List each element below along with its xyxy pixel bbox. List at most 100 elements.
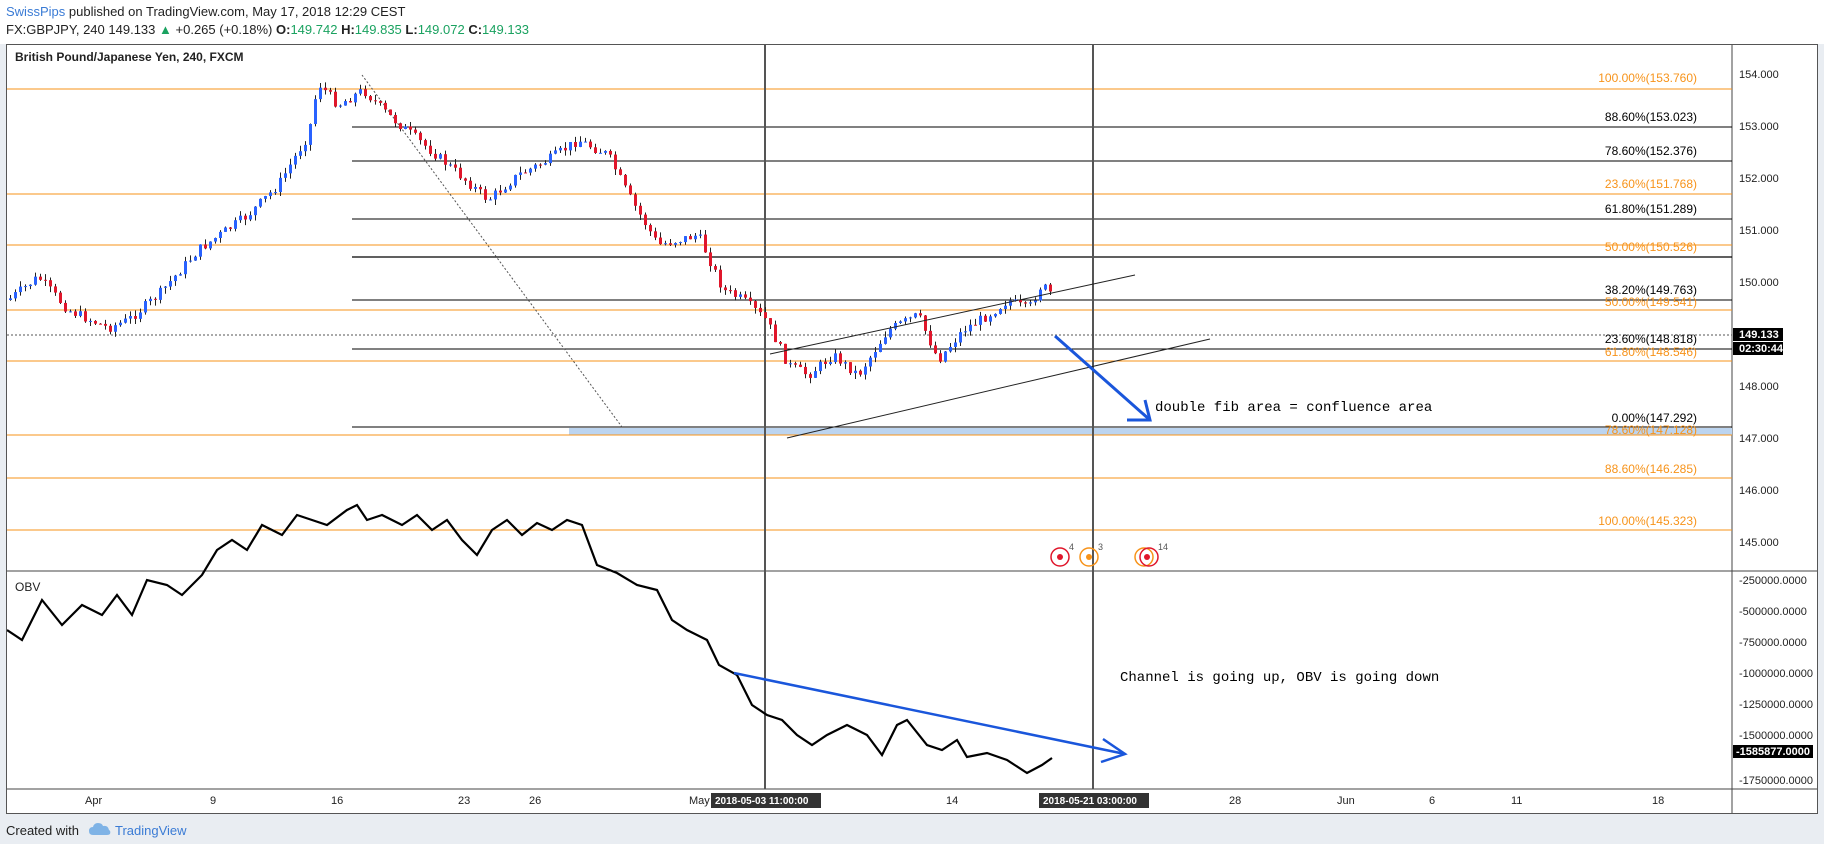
candle-body [74, 311, 77, 316]
low-label: L: [405, 22, 418, 37]
close-label: C: [468, 22, 483, 37]
candle-body [304, 144, 307, 152]
obv-tick: -750000.0000 [1739, 637, 1807, 649]
candle-body [1009, 300, 1012, 306]
candle-body [149, 298, 152, 302]
fib-label: 38.20%(149.763) [1605, 283, 1697, 297]
candle-body [144, 301, 147, 313]
event-badge-icon[interactable] [1134, 547, 1154, 567]
candle-body [264, 196, 267, 199]
candle-body [199, 244, 202, 257]
obv-tick: -1750000.0000 [1739, 775, 1813, 787]
fib-label: 50.00%(150.526) [1605, 240, 1697, 254]
candle-body [684, 236, 687, 243]
candle-body [14, 292, 17, 299]
candle-body [239, 215, 242, 221]
candle-body [294, 155, 297, 165]
tradingview-link[interactable]: TradingView [115, 823, 187, 838]
fib-label: 61.80%(148.546) [1605, 345, 1697, 359]
candle-body [154, 298, 157, 300]
candle-body [599, 152, 602, 154]
open-label: O: [276, 22, 291, 37]
obv-title: OBV [15, 580, 40, 594]
fib-label: 23.60%(151.768) [1605, 177, 1697, 191]
candle-body [159, 287, 162, 300]
candle-body [344, 101, 347, 106]
candle-body [614, 154, 617, 170]
time-tick: Apr [85, 795, 102, 807]
time-tick: 9 [210, 795, 216, 807]
candle-body [509, 185, 512, 190]
event-badges[interactable]: 4 3 14 [1050, 542, 1168, 567]
candle-body [564, 147, 567, 151]
time-tick: 26 [529, 795, 541, 807]
fib-label: 50.00%(149.541) [1605, 295, 1697, 309]
time-tick: Jun [1337, 795, 1355, 807]
obv-tick: -250000.0000 [1739, 575, 1807, 587]
candle-body [444, 154, 447, 165]
confluence-zone [569, 428, 1732, 435]
candle-body [849, 362, 852, 374]
confluence-annotation: double fib area = confluence area [1155, 400, 1432, 416]
candle-body [944, 351, 947, 362]
candle-body [34, 276, 37, 285]
author-link[interactable]: SwissPips [6, 4, 66, 19]
candle-body [164, 286, 167, 288]
event-badge-icon[interactable] [1050, 547, 1070, 567]
candle-body [84, 311, 87, 322]
fib-label: 23.60%(148.818) [1605, 332, 1697, 346]
candle-body [129, 316, 132, 319]
obv-tick: -1500000.0000 [1739, 730, 1813, 742]
time-axis[interactable]: Apr 9 16 23 26 May 14 28 Jun 6 11 18 [85, 795, 1664, 807]
countdown-value: 02:30:44 [1739, 343, 1784, 355]
candle-body [494, 190, 497, 200]
candle-body [979, 315, 982, 325]
candle-body [329, 90, 332, 92]
candle-body [474, 186, 477, 189]
candle-body [714, 266, 717, 270]
candle-body [314, 99, 317, 125]
candle-body [739, 294, 742, 297]
candle-body [919, 313, 922, 316]
candle-body [634, 194, 637, 206]
candle-body [894, 322, 897, 329]
created-with-text: Created with [6, 823, 79, 838]
candle-body [434, 153, 437, 159]
candle-body [629, 185, 632, 195]
candle-body [339, 105, 342, 107]
candle-body [674, 243, 677, 245]
candle-body [174, 275, 177, 282]
candle-body [289, 164, 292, 174]
time-tick: 16 [331, 795, 343, 807]
tradingview-cloud-icon[interactable] [88, 820, 112, 838]
candle-body [384, 102, 387, 110]
candle-body [999, 308, 1002, 314]
candle-body [549, 153, 552, 164]
candle-body [169, 281, 172, 287]
chart-frame: British Pound/Japanese Yen, 240, FXCM OB… [6, 44, 1818, 814]
candle-body [869, 357, 872, 367]
channel-upper-line[interactable] [769, 274, 1136, 355]
candle-body [389, 109, 392, 115]
candle-body [59, 292, 62, 303]
chart-svg[interactable]: British Pound/Japanese Yen, 240, FXCM OB… [6, 45, 1817, 813]
candle-body [209, 241, 212, 249]
candle-body [569, 142, 572, 151]
candle-body [229, 227, 232, 229]
candle-body [909, 317, 912, 319]
channel-lower-line[interactable] [786, 338, 1211, 439]
price-axis[interactable]: 154.000 153.000 152.000 151.000 150.000 … [1739, 69, 1779, 549]
event-badge-icon[interactable] [1079, 547, 1099, 567]
time-marker-tag-2 [1039, 793, 1149, 808]
candle-body [114, 325, 117, 332]
current-price-tag [1733, 328, 1783, 341]
price-tick: 153.000 [1739, 121, 1779, 133]
candle-body [764, 312, 767, 319]
candle-body [219, 231, 222, 238]
candle-body [554, 150, 557, 154]
obv-axis[interactable]: -250000.0000 -500000.0000 -750000.0000 -… [1739, 575, 1813, 787]
candle-body [269, 192, 272, 197]
candle-body [44, 279, 47, 281]
event-count: 14 [1158, 542, 1168, 552]
fib-label: 100.00%(153.760) [1598, 71, 1697, 85]
